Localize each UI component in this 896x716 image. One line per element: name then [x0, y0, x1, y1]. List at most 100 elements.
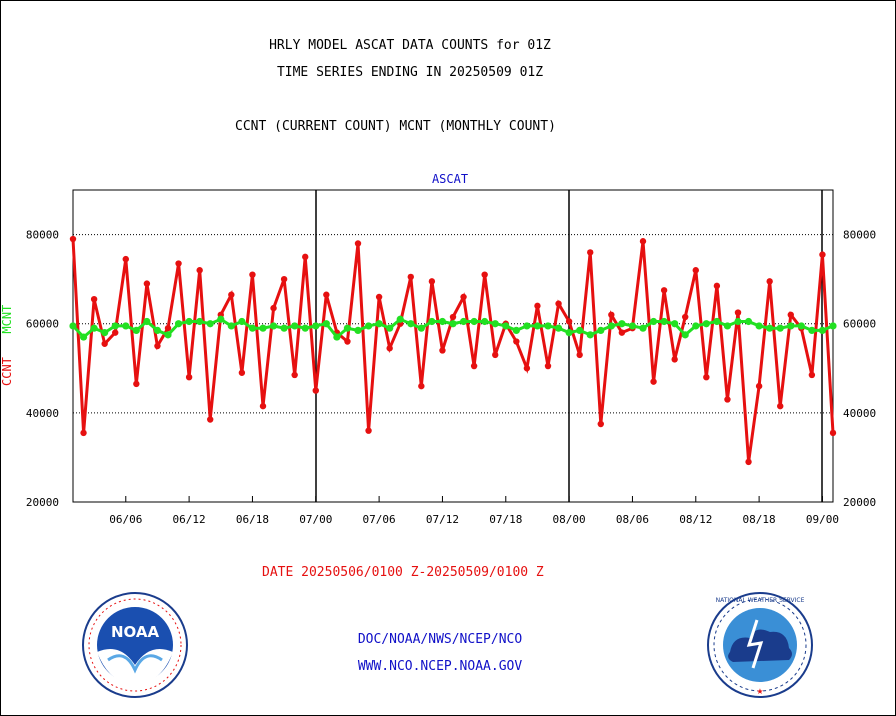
plot-title: ASCAT	[431, 172, 469, 186]
data-point-ccnt	[808, 371, 816, 379]
data-point-mcnt	[702, 320, 710, 328]
data-point-mcnt	[185, 317, 193, 326]
data-point-ccnt	[365, 427, 372, 434]
x-tick-label: 07/00	[299, 513, 332, 526]
x-tick-label: 09/00	[806, 513, 839, 526]
nws-logo-text: NATIONAL WEATHER SERVICE	[716, 597, 805, 604]
data-point-mcnt	[238, 317, 246, 326]
data-point-ccnt	[249, 271, 256, 278]
data-point-mcnt	[333, 333, 341, 341]
noaa-logo: NOAA	[82, 592, 188, 698]
x-tick-label: 06/12	[173, 513, 206, 526]
data-point-ccnt	[565, 318, 573, 325]
y-tick-label-right: 60000	[843, 318, 876, 331]
data-point-mcnt	[755, 322, 763, 330]
x-tick-label: 07/06	[363, 513, 396, 526]
data-point-ccnt	[122, 255, 129, 263]
date-range-label: DATE 20250506/0100 Z-20250509/0100 Z	[262, 565, 544, 580]
data-point-ccnt	[608, 311, 615, 318]
data-point-ccnt	[428, 278, 436, 285]
data-point-mcnt	[459, 317, 468, 326]
y-tick-label-left: 20000	[26, 496, 59, 509]
data-point-ccnt	[755, 382, 763, 390]
data-point-ccnt	[439, 347, 446, 354]
x-tick-label: 08/12	[679, 513, 712, 526]
y-tick-label-left: 80000	[26, 229, 59, 242]
data-point-mcnt	[111, 322, 119, 330]
data-point-ccnt	[523, 365, 531, 372]
chart-title-line1: HRLY MODEL ASCAT DATA COUNTS for 01Z	[269, 38, 551, 53]
data-point-mcnt	[407, 320, 415, 328]
data-point-mcnt	[512, 326, 520, 334]
data-point-ccnt	[819, 251, 826, 258]
data-point-ccnt	[185, 374, 193, 381]
data-point-mcnt	[206, 320, 214, 328]
data-point-mcnt	[143, 317, 151, 326]
data-point-ccnt	[354, 240, 362, 247]
data-point-ccnt	[460, 293, 467, 301]
data-point-ccnt	[639, 238, 647, 245]
data-point-ccnt	[745, 458, 752, 466]
data-point-ccnt	[734, 309, 742, 316]
chart-title-line2: TIME SERIES ENDING IN 20250509 01Z	[276, 65, 544, 80]
data-point-mcnt	[734, 317, 742, 326]
data-point-mcnt	[607, 322, 615, 330]
data-point-mcnt	[164, 331, 172, 339]
data-point-ccnt	[133, 380, 140, 388]
data-point-mcnt	[417, 324, 425, 332]
data-point-ccnt	[270, 304, 277, 312]
noaa-logo-text: NOAA	[111, 623, 160, 641]
data-point-ccnt	[386, 345, 393, 352]
data-point-ccnt	[164, 324, 172, 332]
data-point-mcnt	[744, 317, 753, 326]
data-point-ccnt	[692, 267, 699, 274]
data-point-mcnt	[396, 315, 404, 323]
data-point-ccnt	[534, 302, 541, 310]
data-point-ccnt	[80, 429, 87, 437]
data-point-mcnt	[301, 324, 309, 332]
data-point-ccnt	[154, 342, 161, 350]
y-tick-label-left: 60000	[26, 318, 59, 331]
data-point-mcnt	[681, 331, 689, 339]
data-point-ccnt	[196, 267, 203, 274]
data-point-ccnt	[618, 329, 626, 336]
data-point-mcnt	[502, 322, 510, 330]
data-point-mcnt	[196, 317, 204, 326]
data-point-mcnt	[523, 322, 531, 330]
data-point-mcnt	[322, 320, 330, 328]
footer-url: WWW.NCO.NCEP.NOAA.GOV	[357, 659, 523, 674]
footer-org: DOC/NOAA/NWS/NCEP/NCO	[357, 632, 523, 647]
data-point-ccnt	[513, 338, 520, 345]
data-point-mcnt	[428, 317, 436, 326]
data-point-ccnt	[143, 280, 151, 287]
data-point-mcnt	[818, 326, 827, 334]
x-tick-label: 08/18	[743, 513, 776, 526]
data-point-mcnt	[787, 322, 795, 330]
data-point-mcnt	[153, 326, 162, 334]
data-point-ccnt	[555, 300, 562, 307]
data-point-ccnt	[724, 396, 731, 403]
data-point-ccnt	[344, 338, 351, 345]
data-point-ccnt	[829, 429, 837, 437]
data-point-ccnt	[407, 273, 414, 281]
data-point-ccnt	[69, 235, 77, 243]
data-point-ccnt	[280, 275, 288, 283]
data-point-ccnt	[492, 351, 499, 359]
data-point-mcnt	[829, 322, 837, 330]
data-point-mcnt	[354, 326, 362, 334]
data-point-ccnt	[101, 340, 108, 347]
data-point-ccnt	[650, 378, 657, 385]
data-point-mcnt	[776, 324, 784, 332]
data-point-ccnt	[291, 371, 298, 379]
data-point-mcnt	[90, 324, 98, 332]
data-point-ccnt	[323, 291, 330, 298]
data-point-ccnt	[470, 362, 478, 370]
data-point-mcnt	[660, 317, 668, 326]
data-point-mcnt	[122, 322, 130, 330]
data-point-mcnt	[312, 322, 320, 330]
data-point-ccnt	[481, 271, 488, 278]
data-point-mcnt	[132, 326, 140, 334]
data-point-ccnt	[587, 249, 594, 256]
chart-legend-description: CCNT (CURRENT COUNT) MCNT (MONTHLY COUNT…	[235, 119, 556, 134]
